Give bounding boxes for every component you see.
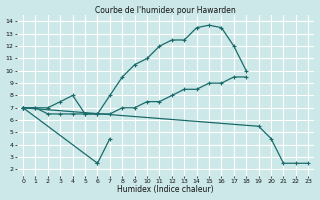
X-axis label: Humidex (Indice chaleur): Humidex (Indice chaleur) xyxy=(117,185,214,194)
Title: Courbe de l'humidex pour Hawarden: Courbe de l'humidex pour Hawarden xyxy=(95,6,236,15)
